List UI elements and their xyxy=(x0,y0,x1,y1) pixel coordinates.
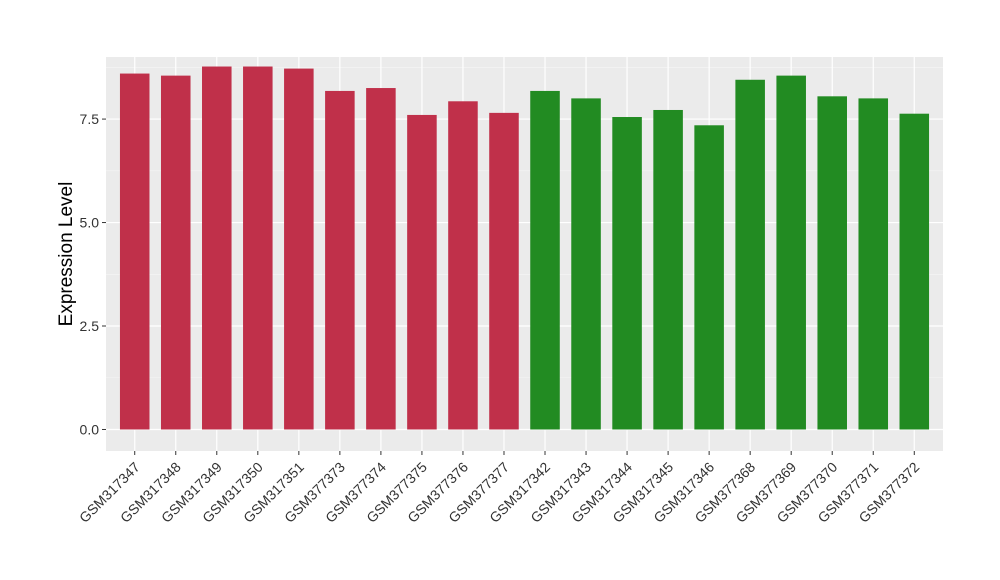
bar-gsm377375 xyxy=(407,114,437,430)
bar-gsm377371 xyxy=(858,98,889,430)
bar-gsm317343 xyxy=(571,98,601,430)
bar-gsm377368 xyxy=(735,79,765,430)
bar-gsm377377 xyxy=(489,112,519,430)
bar-gsm317350 xyxy=(243,66,273,430)
bar-gsm377373 xyxy=(325,90,355,430)
bar-gsm317345 xyxy=(653,109,683,430)
y-tick-label: 2.5 xyxy=(80,318,100,334)
bars-group xyxy=(119,66,930,430)
y-axis: 0.0 2.5 5.0 7.5 xyxy=(80,111,106,437)
x-axis: GSM317347GSM317348GSM317349GSM317350GSM3… xyxy=(76,451,923,526)
bar-gsm317349 xyxy=(202,66,232,430)
bar-gsm377374 xyxy=(366,88,396,430)
bar-gsm317346 xyxy=(694,125,724,430)
y-tick-label: 0.0 xyxy=(80,421,100,437)
y-tick-label: 7.5 xyxy=(80,111,100,127)
y-tick-label: 5.0 xyxy=(80,215,100,231)
bar-gsm317347 xyxy=(119,73,150,430)
bar-gsm377369 xyxy=(776,75,806,430)
bar-gsm317348 xyxy=(160,75,191,430)
bar-gsm317344 xyxy=(612,117,642,430)
y-axis-label: Expression Level xyxy=(56,182,77,327)
bar-gsm317342 xyxy=(530,90,560,430)
bar-gsm317351 xyxy=(284,68,314,430)
bar-gsm377376 xyxy=(448,101,478,430)
bar-gsm377370 xyxy=(817,96,847,430)
bar-gsm377372 xyxy=(899,113,930,430)
